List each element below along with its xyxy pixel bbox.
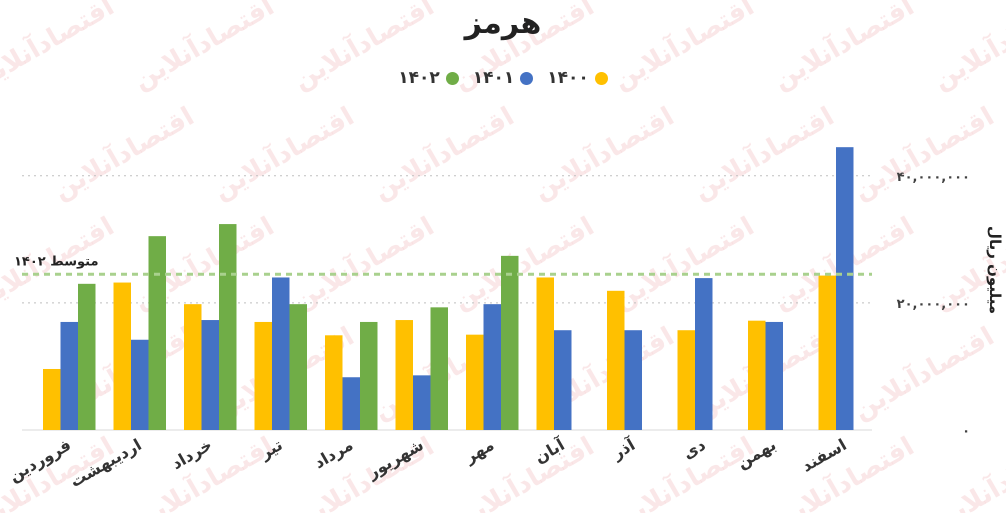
bar	[818, 275, 836, 430]
bar	[836, 147, 854, 430]
bar	[765, 321, 783, 430]
bar	[536, 277, 554, 430]
bar	[113, 282, 131, 430]
watermark: اقتصادآنلاین	[368, 100, 520, 206]
bar	[607, 290, 625, 430]
legend-swatch-1402	[445, 71, 459, 85]
y-tick-label: ۰	[962, 424, 970, 439]
watermark: اقتصادآنلاین	[688, 100, 840, 206]
legend-item-1402: ۱۴۰۲	[398, 68, 459, 88]
bar	[219, 224, 237, 430]
watermark: اقتصادآنلاین	[928, 430, 1006, 513]
bar	[60, 321, 78, 430]
y-tick-label: ۴۰,۰۰۰,۰۰۰	[897, 170, 970, 185]
bar	[430, 307, 448, 430]
bar	[342, 377, 360, 430]
watermark: اقتصادآنلاین	[848, 100, 1000, 206]
bar	[201, 320, 219, 430]
bar	[554, 330, 572, 430]
legend-item-1400: ۱۴۰۰	[547, 68, 608, 88]
y-tick-label: ۲۰,۰۰۰,۰۰۰	[897, 297, 970, 312]
bar	[254, 321, 272, 430]
legend-label-1400: ۱۴۰۰	[547, 68, 589, 88]
bar	[148, 236, 166, 430]
bar	[131, 339, 149, 430]
watermark: اقتصادآنلاین	[48, 100, 200, 206]
watermark: اقتصادآنلاین	[208, 100, 360, 206]
watermark: اقتصادآنلاین	[288, 210, 440, 316]
bar	[501, 255, 519, 430]
watermark: اقتصادآنلاین	[528, 100, 680, 206]
average-label: متوسط ۱۴۰۲	[14, 254, 99, 269]
watermark: اقتصادآنلاین	[608, 210, 760, 316]
bar	[78, 283, 96, 430]
bar	[325, 335, 343, 430]
bar	[413, 375, 431, 430]
legend-swatch-1400	[594, 71, 608, 85]
bar	[43, 368, 61, 430]
x-tick-label: مرداد	[311, 435, 357, 472]
legend-label-1402: ۱۴۰۲	[398, 68, 440, 88]
bar	[289, 304, 307, 430]
bar	[624, 330, 642, 430]
bar	[395, 320, 413, 430]
watermark: اقتصادآنلاین	[448, 210, 600, 316]
legend: ۱۴۰۰ ۱۴۰۱ ۱۴۰۲	[0, 68, 1006, 88]
x-tick-label: مهر	[461, 435, 498, 467]
legend-label-1401: ۱۴۰۱	[472, 68, 515, 88]
legend-item-1401: ۱۴۰۱	[473, 68, 534, 88]
y-axis-label: میلیون ریال	[986, 226, 1004, 314]
bar	[483, 304, 501, 430]
bar	[695, 278, 713, 430]
bar	[360, 321, 378, 430]
legend-swatch-1401	[520, 71, 534, 85]
bar	[272, 277, 290, 430]
bar	[677, 330, 695, 430]
bar	[466, 334, 484, 430]
watermark: اقتصادآنلاین	[848, 320, 1000, 426]
chart-title: هرمز	[464, 6, 542, 41]
x-tick-label: آذر	[608, 434, 639, 464]
watermark: اقتصادآنلاین	[448, 430, 600, 513]
bar	[184, 304, 202, 430]
bar	[748, 320, 766, 430]
